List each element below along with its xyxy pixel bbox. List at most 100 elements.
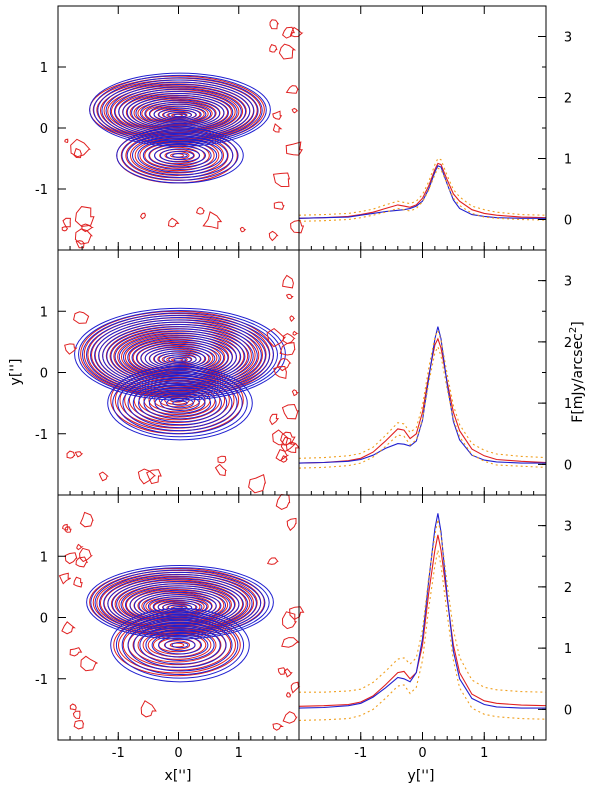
profile-line-error-upper (298, 329, 547, 459)
profile-line-error-upper (298, 157, 547, 216)
panel-middle-right: 0 1 2 3 (298, 249, 572, 496)
contour-model-upper-lobe (143, 594, 217, 619)
contour-observed-noise (272, 123, 283, 133)
contour-model-lower-lobe (137, 138, 223, 173)
contour-observed-noise (80, 655, 98, 672)
contour-observed-noise (64, 138, 69, 143)
contour-model-lower-lobe (122, 375, 238, 432)
contour-observed-lower-lobe (139, 139, 215, 172)
contour-model-upper-lobe (140, 343, 220, 373)
contour-observed-noise (167, 217, 180, 228)
contour-observed-noise (79, 511, 94, 528)
contour-model-lower-lobe (164, 638, 196, 652)
contour-observed-noise (64, 343, 78, 355)
flux-axis-label: F[mJy/arcsec2] (568, 321, 586, 422)
contour-model-upper-lobe (158, 352, 202, 367)
contour-ytick-label: 0 (40, 612, 48, 627)
contour-model-lower-lobe (121, 130, 239, 181)
contour-model-lower-lobe (139, 625, 221, 665)
contour-model-upper-lobe (94, 319, 266, 392)
panel-frame (298, 249, 547, 496)
contour-ytick-label: 1 (40, 305, 48, 320)
contour-observed-noise (285, 141, 303, 156)
contour-observed-noise (72, 710, 81, 720)
contour-observed-noise (266, 557, 279, 565)
contour-model-upper-lobe (86, 314, 274, 396)
contour-observed-noise (291, 107, 299, 114)
contour-observed-noise (202, 211, 223, 230)
contour-observed-noise (279, 342, 296, 356)
contour-observed-lower-lobe (148, 387, 206, 413)
contour-observed-noise (280, 455, 288, 463)
flux-label-exponent: 2 (568, 327, 579, 333)
contour-model-lower-lobe (127, 378, 233, 429)
profile-xtick-label: -1 (354, 746, 367, 761)
contour-model-lower-lobe (160, 395, 200, 411)
profile-ytick-label: 0 (564, 703, 572, 718)
profile-ytick-label: 2 (564, 92, 572, 107)
contour-model-lower-lobe (127, 618, 233, 672)
contour-model-upper-lobe (107, 576, 253, 631)
contour-observed-lower-lobe (163, 640, 191, 650)
contour-observed-noise (69, 703, 77, 711)
flux-label-close: ] (570, 321, 586, 326)
contour-model-upper-lobe (111, 578, 249, 630)
contour-observed-noise (140, 700, 157, 718)
contour-model-lower-lobe (143, 386, 217, 420)
contour-observed-noise (73, 311, 90, 324)
profile-ytick-label: 0 (564, 458, 572, 473)
contour-observed-noise (281, 637, 300, 648)
profile-ytick-label: 3 (564, 275, 572, 290)
contour-model-upper-lobe (94, 569, 266, 637)
contour-model-upper-lobe (144, 101, 216, 126)
contour-observed-noise (248, 473, 267, 494)
profile-line-observed (298, 162, 547, 219)
panel-bottom-left: -1 0 1 -1 0 1 (35, 493, 305, 761)
contour-observed-lower-lobe (137, 627, 217, 663)
contour-observed-noise (268, 230, 279, 242)
contour-model-lower-lobe (132, 381, 228, 426)
contour-observed-noise (272, 429, 290, 446)
contour-model-upper-lobe (124, 585, 236, 625)
contour-model-upper-lobe (147, 596, 213, 617)
contour-model-lower-lobe (165, 150, 195, 161)
contour-observed-noise (282, 711, 298, 724)
contour-observed-noise (290, 681, 301, 694)
contour-model-upper-lobe (168, 356, 192, 364)
profile-line-observed (298, 534, 547, 707)
contour-observed-noise (285, 85, 299, 94)
contour-observed-noise (62, 217, 71, 228)
contour-observed-lower-lobe (169, 642, 185, 648)
flux-label-main: F[mJy/arcsec (570, 333, 586, 423)
contour-model-lower-lobe (107, 365, 253, 441)
profile-line-error-upper (299, 519, 547, 693)
contour-ytick-label: -1 (35, 428, 48, 443)
contour-observed-noise (74, 206, 95, 228)
contour-model-lower-lobe (112, 368, 248, 438)
contour-observed-lower-lobe (129, 134, 225, 176)
profile-ytick-label: 2 (564, 336, 572, 351)
contour-observed-noise (64, 526, 72, 533)
contour-model-upper-lobe (153, 105, 207, 123)
contour-model-upper-lobe (126, 92, 234, 132)
contour-model-upper-lobe (158, 107, 202, 122)
contour-observed-noise (73, 720, 85, 730)
contour-model-upper-lobe (98, 571, 262, 635)
contour-model-upper-lobe (149, 348, 211, 370)
contour-model-lower-lobe (142, 140, 218, 171)
contour-observed-noise (76, 543, 84, 551)
contour-observed-noise (269, 43, 278, 53)
contour-model-upper-lobe (135, 341, 225, 374)
contour-observed-noise (281, 26, 295, 39)
contour-observed-noise (214, 463, 228, 477)
contour-observed-noise (195, 206, 205, 215)
contour-observed-noise (283, 668, 293, 678)
contour-model-lower-lobe (171, 641, 189, 649)
contour-observed-noise (286, 691, 292, 698)
contour-observed-noise (61, 226, 69, 232)
contour-model-upper-lobe (144, 346, 216, 371)
contour-model-upper-lobe (82, 312, 278, 397)
contour-observed-noise (217, 455, 227, 464)
contour-model-lower-lobe (148, 143, 212, 168)
